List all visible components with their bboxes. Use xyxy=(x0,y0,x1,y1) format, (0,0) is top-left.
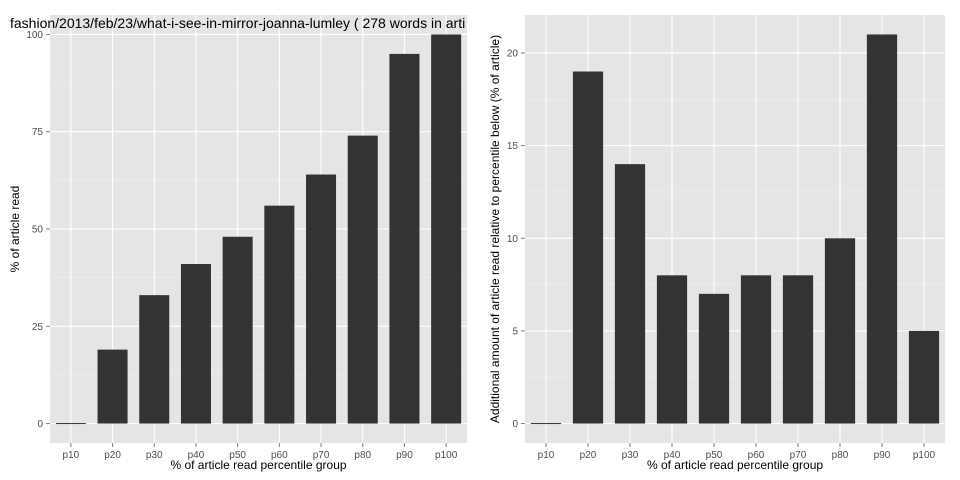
x-tick-label: p50 xyxy=(706,450,723,461)
x-axis-title: % of article read percentile group xyxy=(647,458,823,472)
y-axis-title: Additional amount of article read relati… xyxy=(488,35,502,423)
bar-p20 xyxy=(572,71,604,424)
bar-p50 xyxy=(222,236,253,424)
y-tick-label: 10 xyxy=(507,234,519,245)
plot-title: fashion/2013/feb/23/what-i-see-in-mirror… xyxy=(10,15,465,31)
y-tick-label: 0 xyxy=(512,419,518,430)
x-tick-label: p20 xyxy=(104,450,121,461)
bar-p90 xyxy=(866,34,898,424)
y-tick-label: 25 xyxy=(32,322,44,333)
x-tick-label: p70 xyxy=(313,450,330,461)
bar-p30 xyxy=(614,164,646,424)
x-tick-label: p80 xyxy=(354,450,371,461)
x-tick-label: p20 xyxy=(580,450,597,461)
bar-p10 xyxy=(530,423,562,425)
x-tick-label: p10 xyxy=(63,450,80,461)
bar-p90 xyxy=(389,53,420,424)
bar-p80 xyxy=(347,135,378,424)
bar-p100 xyxy=(431,34,462,424)
x-tick-label: p40 xyxy=(664,450,681,461)
x-tick-label: p30 xyxy=(146,450,163,461)
bar-p60 xyxy=(264,205,295,424)
bar-p20 xyxy=(97,349,128,424)
y-tick-label: 0 xyxy=(37,419,43,430)
x-tick-label: p80 xyxy=(832,450,849,461)
x-tick-label: p90 xyxy=(874,450,891,461)
x-tick-label: p40 xyxy=(188,450,205,461)
bar-p60 xyxy=(740,275,772,424)
bar-p30 xyxy=(139,295,170,424)
bar-p70 xyxy=(306,174,337,424)
y-tick-label: 100 xyxy=(26,30,43,41)
bar-p50 xyxy=(698,293,730,424)
bar-p100 xyxy=(908,330,940,424)
bar-p40 xyxy=(180,264,211,424)
y-axis-title: % of article read xyxy=(8,186,22,273)
y-tick-label: 15 xyxy=(507,141,519,152)
y-tick-label: 5 xyxy=(512,326,518,337)
x-tick-label: p60 xyxy=(271,450,288,461)
y-tick-label: 75 xyxy=(32,127,44,138)
x-tick-label: p100 xyxy=(913,450,936,461)
y-tick-label: 20 xyxy=(507,48,519,59)
left-chart: 0 25 50 75 100 p10 p20 p30 p40 p50 p60 p70 p80 p90 p10… xyxy=(8,15,467,472)
x-tick-label: p30 xyxy=(622,450,639,461)
bar-p40 xyxy=(656,275,688,424)
x-tick-label: p70 xyxy=(790,450,807,461)
bar-p80 xyxy=(824,238,856,424)
x-axis-title: % of article read percentile group xyxy=(170,458,346,472)
x-tick-label: p60 xyxy=(748,450,765,461)
x-tick-label: p10 xyxy=(538,450,555,461)
x-tick-label: p100 xyxy=(435,450,458,461)
bar-p10 xyxy=(55,423,86,425)
right-chart: 0 5 10 15 20 p10 p20 p30 p40 p50 p60 p70 p80 p90 p100%… xyxy=(488,15,945,472)
x-tick-label: p90 xyxy=(396,450,413,461)
x-tick-label: p50 xyxy=(229,450,246,461)
bar-p70 xyxy=(782,275,814,424)
y-tick-label: 50 xyxy=(32,225,44,236)
